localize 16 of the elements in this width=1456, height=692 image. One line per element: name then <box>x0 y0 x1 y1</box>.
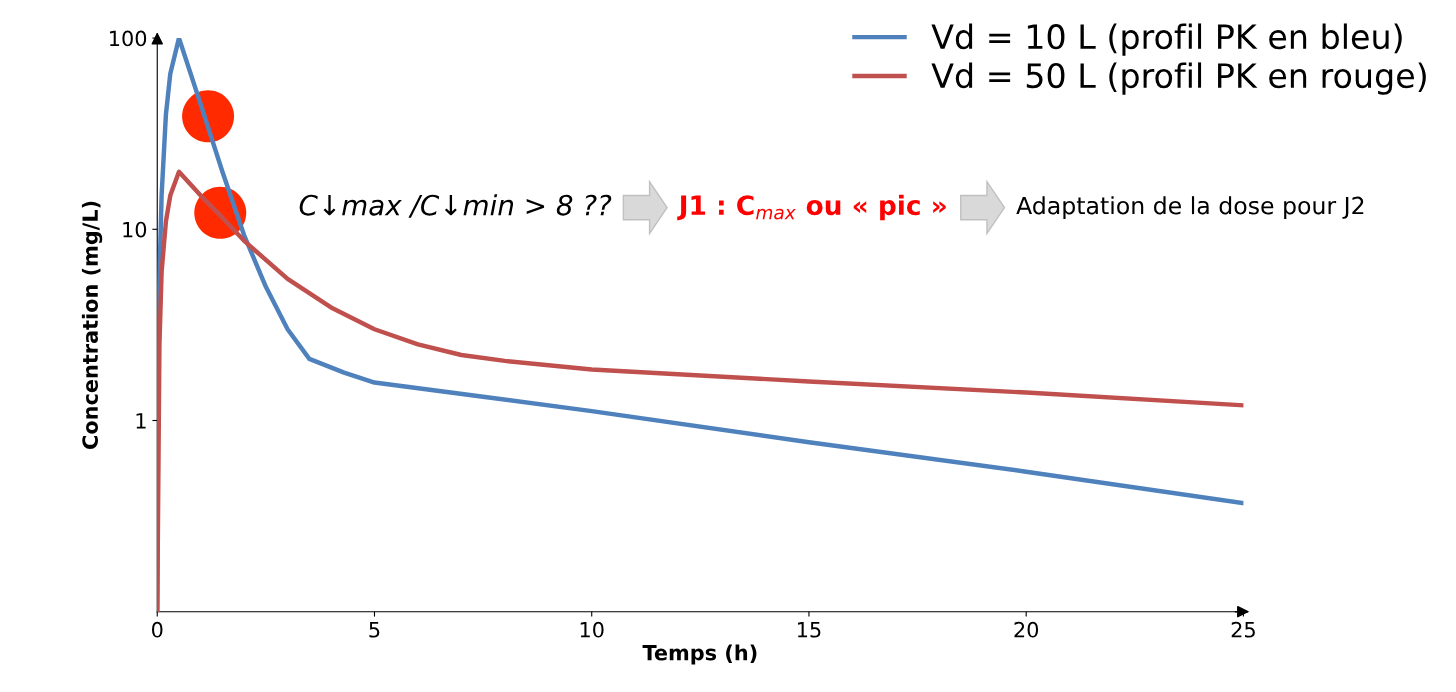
x-tick-label: 0 <box>151 621 163 638</box>
annotation: C↓max /C↓min > 8 ?? <box>299 194 612 218</box>
annotation: Adaptation de la dose pour J2 <box>1016 196 1364 220</box>
y-tick-label: 10 <box>123 221 147 238</box>
x-tick-label: 20 <box>1014 621 1039 638</box>
x-tick-label: 25 <box>1231 621 1255 638</box>
y-tick-label: 100 <box>110 30 147 47</box>
x-tick-label: 5 <box>369 622 380 638</box>
y-tick-label: 1 <box>136 413 146 429</box>
y-axis-title: Concentration (mg/L) <box>81 201 103 449</box>
x-axis-title: Temps (h) <box>642 644 757 665</box>
legend-label: Vd = 50 L (profil PK en rouge) <box>931 62 1426 95</box>
legend-label: Vd = 10 L (profil PK en bleu) <box>931 23 1402 56</box>
annotation: J1 : C$_{max}$ ou « pic » <box>677 194 946 221</box>
x-tick-label: 10 <box>580 621 604 638</box>
x-tick-label: 15 <box>797 622 821 638</box>
